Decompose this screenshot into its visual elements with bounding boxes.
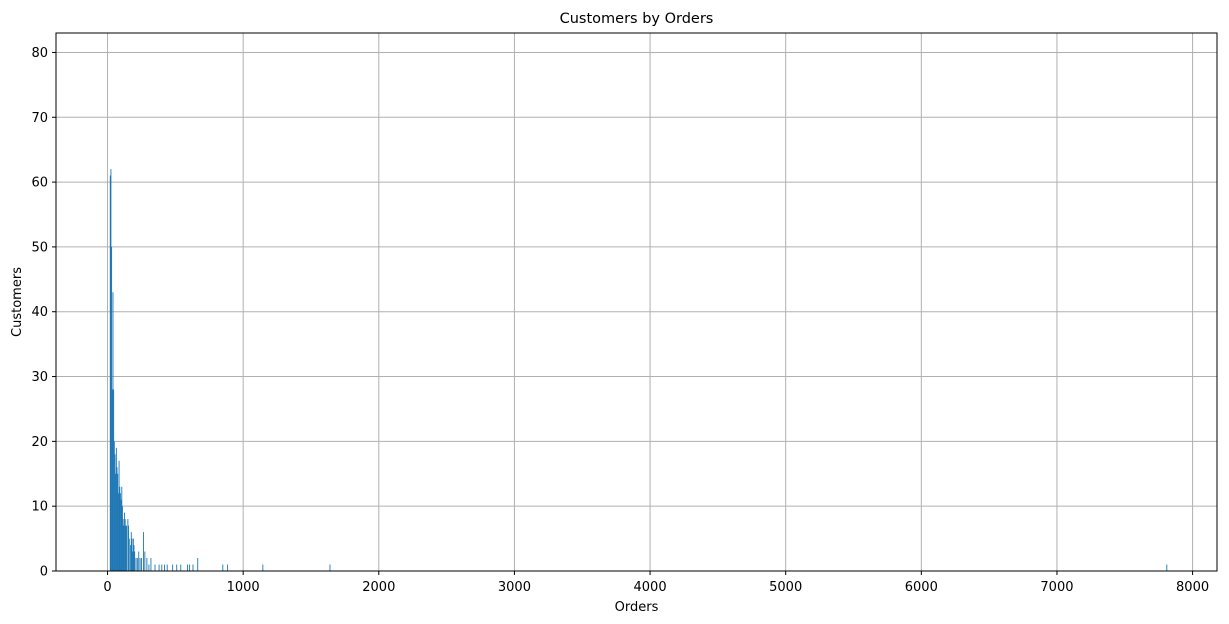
- bar: [117, 493, 119, 571]
- bar: [140, 558, 142, 571]
- bar: [121, 486, 123, 571]
- y-tick-label: 40: [31, 305, 48, 320]
- bar: [146, 558, 148, 571]
- bar: [119, 493, 121, 571]
- bar: [115, 473, 117, 571]
- bar: [329, 564, 331, 571]
- bar: [130, 532, 132, 571]
- x-tick-label: 7000: [1040, 580, 1073, 595]
- bar: [1166, 564, 1168, 571]
- y-axis-label: Customers: [10, 267, 25, 337]
- bar: [114, 454, 116, 571]
- bar: [132, 538, 134, 571]
- bar: [116, 467, 118, 571]
- bar: [189, 564, 191, 571]
- bar: [192, 564, 194, 571]
- bar: [127, 519, 129, 571]
- bar: [126, 525, 127, 571]
- bar: [176, 564, 178, 571]
- bars: [109, 169, 1168, 571]
- bar: [154, 564, 156, 571]
- bar: [164, 564, 165, 571]
- bar: [110, 169, 112, 571]
- x-axis-ticks: 0 1000 2000 3000 4000 5000 6000 7000 8000: [103, 571, 1209, 595]
- bar: [172, 564, 174, 571]
- y-tick-label: 80: [31, 46, 48, 61]
- x-tick-label: 0: [103, 580, 111, 595]
- chart-title: Customers by Orders: [560, 11, 714, 27]
- x-tick-label: 6000: [905, 580, 938, 595]
- y-tick-label: 10: [31, 500, 48, 515]
- bar: [112, 292, 114, 571]
- y-tick-label: 50: [31, 240, 48, 255]
- bar: [134, 551, 136, 571]
- bar: [123, 525, 125, 571]
- y-tick-label: 0: [40, 565, 48, 580]
- bar: [139, 558, 141, 571]
- y-tick-label: 60: [31, 176, 48, 191]
- bar: [166, 564, 168, 571]
- bar: [124, 519, 126, 571]
- y-tick-label: 30: [31, 370, 48, 385]
- bar: [180, 564, 182, 571]
- y-tick-label: 70: [31, 111, 48, 126]
- bar: [144, 551, 146, 571]
- bar: [111, 246, 113, 571]
- bar: [128, 538, 130, 571]
- x-tick-label: 1000: [227, 580, 260, 595]
- x-tick-label: 5000: [769, 580, 802, 595]
- y-tick-label: 20: [31, 435, 48, 450]
- x-tick-label: 2000: [362, 580, 395, 595]
- x-tick-label: 8000: [1176, 580, 1209, 595]
- y-axis-ticks: 0 10 20 30 40 50 60 70 80: [31, 46, 56, 580]
- bar: [262, 564, 264, 571]
- bar: [133, 545, 135, 571]
- bar: [136, 558, 138, 571]
- bar: [138, 551, 140, 571]
- bar: [187, 564, 189, 571]
- bar: [120, 499, 122, 571]
- bar: [158, 564, 160, 571]
- bar: [118, 460, 120, 571]
- bar: [132, 551, 134, 571]
- bar: [161, 564, 163, 571]
- bar: [148, 564, 150, 571]
- bar: [143, 532, 144, 571]
- x-axis-label: Orders: [615, 600, 659, 615]
- bar: [117, 473, 119, 571]
- bar: [197, 558, 199, 571]
- x-tick-label: 3000: [498, 580, 531, 595]
- bar: [150, 558, 152, 571]
- bar: [131, 538, 133, 571]
- bar: [128, 525, 130, 571]
- bar: [130, 545, 132, 571]
- bar: [125, 525, 127, 571]
- bar: [113, 389, 115, 571]
- bar: [115, 447, 117, 571]
- bar: [122, 519, 124, 571]
- bar: [124, 512, 125, 571]
- bar: [109, 175, 111, 571]
- bar: [227, 564, 229, 571]
- bar: [113, 441, 115, 571]
- plot-frame: [55, 32, 1218, 572]
- bar: [135, 558, 137, 571]
- x-tick-label: 4000: [634, 580, 667, 595]
- bar: [122, 506, 123, 571]
- bar: [119, 486, 121, 571]
- bar: [222, 564, 224, 571]
- bar: [111, 389, 113, 571]
